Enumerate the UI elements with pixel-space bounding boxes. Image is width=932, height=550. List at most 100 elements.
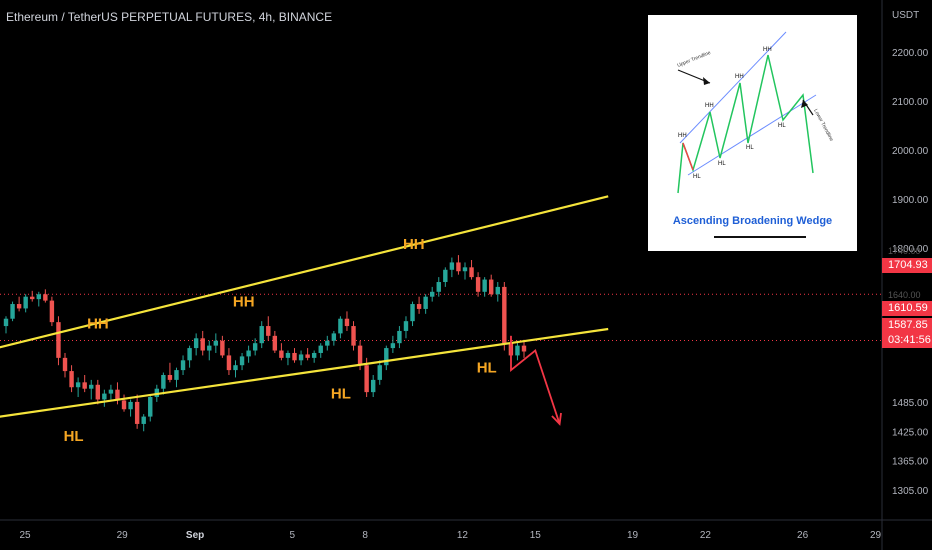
price-label-current: 1587.85 — [882, 318, 932, 333]
candle-body — [410, 304, 415, 322]
candle-body — [403, 321, 409, 331]
trendline-lower — [0, 327, 609, 418]
candle-body — [482, 279, 487, 292]
candle-body — [30, 296, 35, 300]
candle-body — [384, 348, 389, 366]
candle-body — [16, 304, 22, 309]
candle-body — [311, 352, 317, 358]
annotation-hl: HL — [331, 385, 351, 402]
projection-arrowhead — [551, 412, 562, 426]
candle-body — [23, 296, 28, 309]
x-tick-label: 15 — [530, 530, 542, 541]
x-tick-label: Sep — [186, 530, 204, 541]
candle-body — [436, 282, 441, 292]
price-label-1740-partial: 1740.00 — [888, 246, 921, 256]
candle-body — [475, 277, 481, 292]
candle-body — [298, 354, 304, 361]
candle-body — [134, 401, 140, 424]
annotation-hh: HH — [233, 293, 255, 310]
candle-body — [82, 382, 87, 389]
candle-body — [331, 333, 337, 341]
candle-body — [252, 343, 258, 351]
annotation-hh: HH — [87, 316, 109, 333]
candle-body — [495, 286, 500, 295]
candle-body — [430, 291, 435, 297]
candle-body — [10, 304, 15, 319]
inset-label-hh-1: HH — [678, 133, 687, 139]
y-tick-label: 1800.00 — [892, 244, 929, 255]
currency-label: USDT — [892, 10, 919, 21]
candle-body — [292, 352, 297, 361]
candle-body — [259, 326, 264, 344]
price-countdown: 03:41:56 — [882, 333, 932, 348]
annotation-hh: HH — [403, 236, 425, 253]
chart-title: Ethereum / TetherUS PERPETUAL FUTURES, 4… — [6, 10, 333, 24]
candle-body — [272, 335, 278, 351]
candle-body — [344, 318, 350, 327]
inset-title: Ascending Broadening Wedge — [672, 215, 833, 227]
candle-body — [233, 365, 238, 371]
candle-body — [36, 294, 41, 300]
annotation-hl: HL — [64, 428, 84, 445]
candle-body — [43, 294, 48, 301]
y-tick-label: 2100.00 — [892, 97, 929, 108]
y-tick-label: 1425.00 — [892, 427, 929, 438]
inset-upper-trendline-label: Upper Trendline — [677, 50, 712, 69]
candle-body — [207, 345, 212, 351]
inset-label-hl-4: HL — [778, 123, 786, 129]
candle-body — [521, 345, 527, 352]
inset-lower-trendline-label: Lower Trendline — [812, 108, 834, 142]
x-tick-label: 25 — [19, 530, 31, 541]
x-tick-label: 29 — [117, 530, 129, 541]
candle-body — [370, 379, 376, 393]
candle-body — [141, 416, 146, 424]
price-label-1704: 1704.93 — [882, 258, 932, 273]
candle-body — [193, 338, 199, 349]
wedge-diagram: HH HH HH HH HL HL HL HL Upper Trendline … — [677, 31, 834, 238]
candle-body — [449, 262, 455, 270]
candle-body — [161, 374, 166, 389]
x-tick-label: 12 — [457, 530, 469, 541]
candle-body — [456, 262, 461, 272]
y-tick-label: 2000.00 — [892, 146, 929, 157]
price-label-1610: 1610.59 — [882, 301, 932, 316]
candle-body — [89, 384, 94, 389]
candle-body — [62, 357, 68, 372]
candle-body — [246, 350, 251, 357]
x-tick-label: 22 — [700, 530, 712, 541]
candle-body — [128, 401, 133, 410]
candle-body — [390, 343, 396, 349]
candle-body — [515, 345, 520, 356]
candle-body — [325, 340, 330, 346]
candle-body — [3, 318, 9, 327]
inset-label-hl-2: HL — [718, 161, 726, 167]
candle-body — [148, 397, 153, 417]
candle-body — [226, 355, 232, 371]
y-tick-label: 1365.00 — [892, 457, 929, 468]
inset-label-hh-3: HH — [735, 74, 744, 80]
y-tick-label: 1485.00 — [892, 398, 929, 409]
candle-body — [174, 370, 179, 380]
y-tick-label: 1305.00 — [892, 486, 929, 497]
candle-body — [180, 360, 186, 371]
candle-body — [279, 350, 284, 358]
candle-body — [154, 388, 160, 398]
candle-body — [266, 326, 271, 336]
inset-label-hl-1: HL — [693, 174, 701, 180]
annotation-hl: HL — [477, 360, 497, 377]
price-label-1640-partial: 1640.00 — [888, 290, 921, 300]
candle-body — [121, 400, 127, 410]
candle-body — [338, 318, 343, 334]
x-tick-label: 8 — [362, 530, 368, 541]
candle-body — [502, 286, 507, 344]
candle-body — [318, 345, 323, 353]
candle-body — [443, 269, 448, 283]
candle-body — [351, 326, 356, 346]
candle-body — [423, 296, 428, 309]
candle-body — [305, 354, 310, 358]
inset-label-hh-4: HH — [763, 47, 772, 53]
candle-body — [187, 348, 192, 361]
pattern-reference-inset: HH HH HH HH HL HL HL HL Upper Trendline … — [648, 15, 857, 251]
candle-body — [167, 374, 173, 380]
